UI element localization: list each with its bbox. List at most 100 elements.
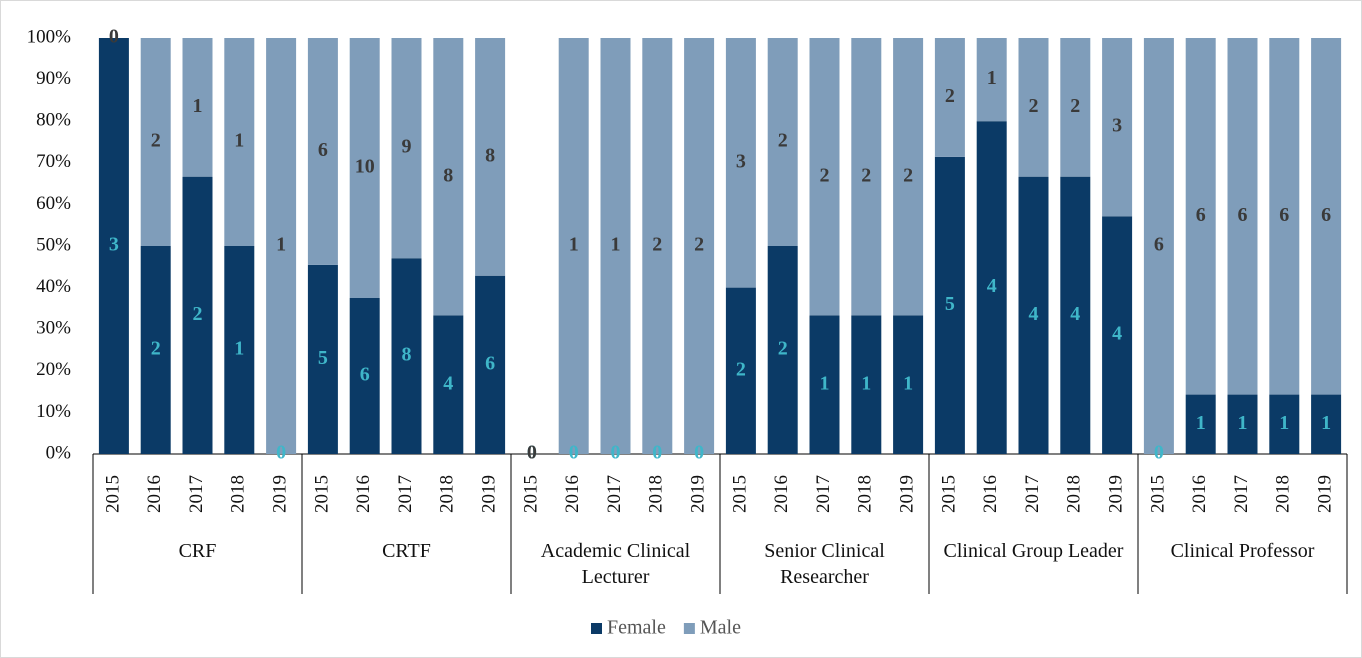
data-label: 6 xyxy=(318,139,328,161)
data-label: 2 xyxy=(652,234,662,256)
data-label: 4 xyxy=(443,372,453,394)
data-label: 1 xyxy=(861,372,871,394)
bar-segment xyxy=(224,246,255,454)
x-tick-label: 2016 xyxy=(1189,475,1210,513)
bar-segment xyxy=(1311,38,1342,395)
data-label: 4 xyxy=(1070,303,1080,325)
data-label: 2 xyxy=(945,85,955,107)
bar-segment xyxy=(1060,38,1091,177)
x-tick-label: 2018 xyxy=(228,475,249,513)
data-label: 1 xyxy=(1238,412,1248,434)
legend-label: Female xyxy=(607,617,666,639)
data-label: 1 xyxy=(1321,412,1331,434)
bar-segment xyxy=(642,38,673,454)
data-label: 1 xyxy=(193,95,203,117)
bar-segment xyxy=(725,287,756,454)
data-label: 6 xyxy=(1238,204,1248,226)
data-label: 3 xyxy=(1112,115,1122,137)
data-label: 8 xyxy=(402,344,412,366)
bar-segment xyxy=(725,38,756,288)
data-label: 4 xyxy=(987,275,997,297)
x-tick-label: 2016 xyxy=(144,475,165,513)
data-label: 0 xyxy=(276,442,286,464)
data-label: 3 xyxy=(736,150,746,172)
data-label: 2 xyxy=(778,130,788,152)
x-tick-label: 2018 xyxy=(1064,475,1085,513)
bar-segment xyxy=(391,258,422,454)
data-label: 2 xyxy=(1070,95,1080,117)
legend-swatch xyxy=(591,623,602,634)
group-label: Academic Clinical Lecturer xyxy=(540,540,691,588)
data-label: 2 xyxy=(151,130,161,152)
group-label: Clinical Group Leader xyxy=(943,540,1124,562)
legend-swatch xyxy=(683,623,695,634)
y-tick-label: 90% xyxy=(36,68,71,89)
bar-segment xyxy=(98,38,129,454)
y-tick-label: 100% xyxy=(27,26,72,47)
data-label: 1 xyxy=(276,234,286,256)
data-label: 8 xyxy=(485,144,495,166)
data-label: 0 xyxy=(109,26,119,48)
y-tick-label: 10% xyxy=(36,401,71,422)
x-tick-label: 2017 xyxy=(395,475,416,513)
data-label: 6 xyxy=(360,364,370,386)
y-tick-label: 50% xyxy=(36,234,71,255)
data-label: 5 xyxy=(945,293,955,315)
legend-label: Male xyxy=(700,617,741,639)
data-label: 2 xyxy=(1029,95,1039,117)
data-label: 6 xyxy=(1321,204,1331,226)
x-tick-label: 2017 xyxy=(604,475,625,513)
data-label: 3 xyxy=(109,234,119,256)
bar-segment xyxy=(307,264,338,454)
x-tick-label: 2017 xyxy=(1231,475,1252,513)
bar-segment xyxy=(1102,216,1133,454)
data-label: 1 xyxy=(234,338,244,360)
x-tick-label: 2018 xyxy=(855,475,876,513)
bar-segment xyxy=(433,38,464,316)
y-tick-label: 70% xyxy=(36,151,71,172)
data-label: 6 xyxy=(485,352,495,374)
data-label: 0 xyxy=(1154,442,1164,464)
x-tick-label: 2017 xyxy=(813,475,834,513)
x-tick-label: 2018 xyxy=(437,475,458,513)
x-tick-label: 2015 xyxy=(102,475,123,513)
bar-segment xyxy=(140,38,171,246)
y-tick-label: 60% xyxy=(36,193,71,214)
bar-segment xyxy=(1227,38,1258,395)
data-label: 6 xyxy=(1196,204,1206,226)
x-tick-label: 2019 xyxy=(269,475,290,513)
bar-segment xyxy=(934,156,965,454)
bar-segment xyxy=(1102,38,1133,217)
bar-segment xyxy=(809,315,840,454)
data-label: 0 xyxy=(527,442,537,464)
bar-segment xyxy=(1018,176,1049,454)
x-tick-label: 2017 xyxy=(1022,475,1043,513)
bar-segment xyxy=(433,315,464,454)
x-tick-label: 2015 xyxy=(729,475,750,513)
y-tick-label: 40% xyxy=(36,276,71,297)
bar-segment xyxy=(976,121,1007,454)
bar-segment xyxy=(1143,38,1174,454)
data-label: 8 xyxy=(443,164,453,186)
bar-segment xyxy=(1269,394,1300,454)
data-label: 2 xyxy=(861,164,871,186)
data-label: 1 xyxy=(611,234,621,256)
data-label: 6 xyxy=(1279,204,1289,226)
data-label: 1 xyxy=(569,234,579,256)
data-label: 1 xyxy=(903,372,913,394)
bar-segment xyxy=(934,38,965,157)
x-tick-label: 2018 xyxy=(646,475,667,513)
bar-segment xyxy=(307,38,338,265)
bar-segment xyxy=(1227,394,1258,454)
x-tick-label: 2016 xyxy=(980,475,1001,513)
data-label: 2 xyxy=(736,358,746,380)
bar-segment xyxy=(475,38,506,276)
bar-segment xyxy=(558,38,589,454)
bar-segment xyxy=(1269,38,1300,395)
data-label: 2 xyxy=(903,164,913,186)
bar-segment xyxy=(224,38,255,246)
data-label: 2 xyxy=(193,303,203,325)
x-tick-label: 2016 xyxy=(771,475,792,513)
x-tick-label: 2019 xyxy=(478,475,499,513)
